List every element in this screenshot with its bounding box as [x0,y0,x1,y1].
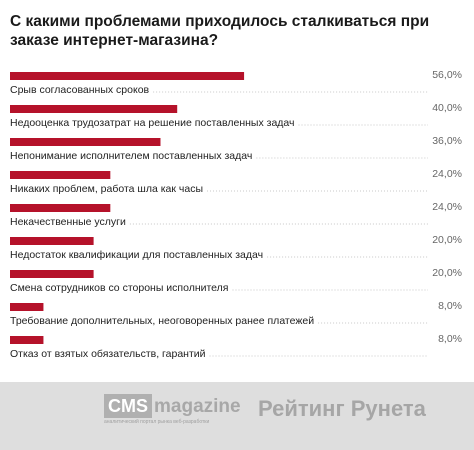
category-label-9: Отказ от взятых обязательств, гарантий [10,348,206,360]
category-label-6: Недостаток квалификации для поставленных… [10,249,263,261]
value-label-9: 8,0% [438,333,462,345]
value-label-8: 8,0% [438,300,462,312]
bar-9 [10,336,44,344]
cms-logo-tagline: аналитический портал рынка веб-разработк… [104,419,210,425]
value-label-5: 24,0% [432,201,462,213]
category-label-5: Некачественные услуги [10,216,126,228]
category-label-3: Непонимание исполнителем поставленных за… [10,150,252,162]
bar-chart: Срыв согласованных сроков 56,0% Недооценка… [10,69,462,360]
value-label-2: 40,0% [432,102,462,114]
cms-logo-mark: CMS [104,394,152,418]
bar-7 [10,270,94,278]
value-label-1: 56,0% [432,69,462,81]
bar-8 [10,303,44,311]
value-label-3: 36,0% [432,135,462,147]
category-label-4: Никаких проблем, работа шла как часы [10,183,203,195]
bar-5 [10,204,111,212]
runet-rating-logo: Рейтинг Рунета [258,396,426,421]
bar-4 [10,171,111,179]
category-label-8: Требование дополнительных, неоговоренных… [10,315,314,327]
value-label-7: 20,0% [432,267,462,279]
category-label-7: Смена сотрудников со стороны исполнителя [10,282,229,294]
value-label-4: 24,0% [432,168,462,180]
cms-magazine-logo: CMS magazine аналитический портал рынка … [104,394,241,428]
cms-logo-word: magazine [154,396,241,417]
category-label-2: Недооценка трудозатрат на решение постав… [10,117,295,129]
footer: CMS magazine аналитический портал рынка … [0,382,474,450]
bar-6 [10,237,94,245]
value-label-6: 20,0% [432,234,462,246]
bar-2 [10,105,178,113]
bar-1 [10,72,245,80]
bar-3 [10,138,161,146]
chart-title: С какими проблемами приходилось сталкива… [10,13,430,49]
category-label-1: Срыв согласованных сроков [10,84,150,96]
